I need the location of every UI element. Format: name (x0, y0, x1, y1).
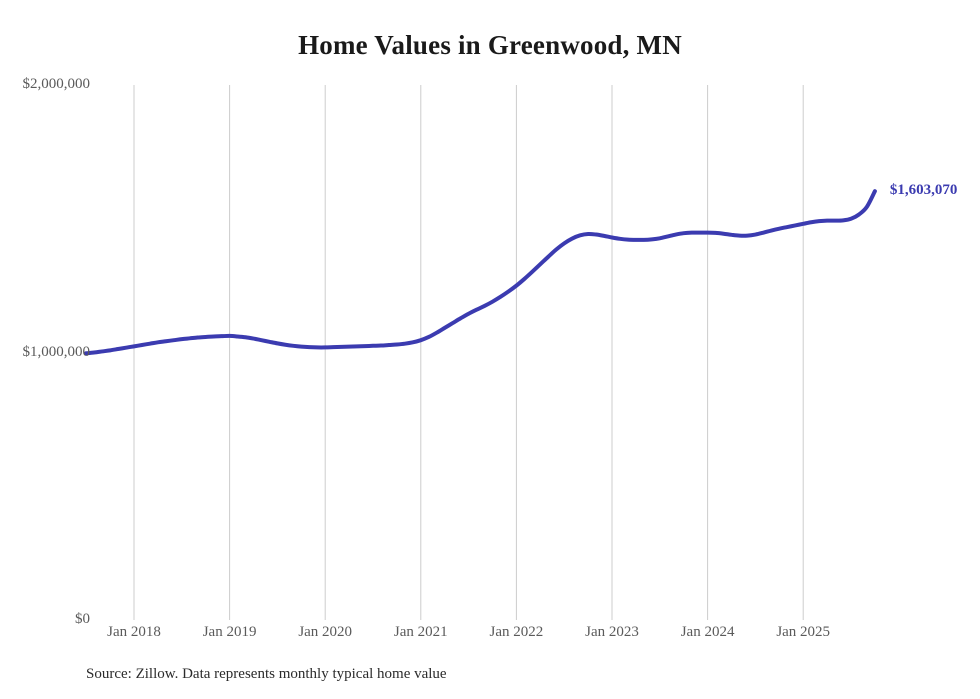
x-axis-tick-label: Jan 2022 (489, 624, 544, 640)
data-series-group (84, 189, 877, 356)
series-line-typical-home-value (84, 189, 877, 356)
y-axis-tick-label: $1,000,000 (22, 343, 91, 360)
y-axis-tick-label: $0 (75, 611, 90, 627)
x-axis-tick-label: Jan 2024 (680, 624, 735, 640)
x-axis-tick-label: Jan 2021 (393, 624, 448, 640)
x-axis-tick-label: Jan 2023 (585, 624, 639, 640)
chart-title: Home Values in Greenwood, MN (298, 30, 682, 60)
x-axis-tick-label: Jan 2025 (776, 624, 831, 640)
source-note: Source: Zillow. Data represents monthly … (86, 666, 447, 682)
end-value-label: $1,603,070 (889, 182, 958, 199)
x-axis-tick-label: Jan 2018 (107, 624, 161, 640)
x-axis-tick-label: Jan 2019 (202, 624, 257, 640)
y-axis-tick-label: $2,000,000 (22, 76, 91, 92)
x-axis-tick-label: Jan 2020 (298, 624, 353, 640)
gridlines-group (133, 85, 804, 620)
